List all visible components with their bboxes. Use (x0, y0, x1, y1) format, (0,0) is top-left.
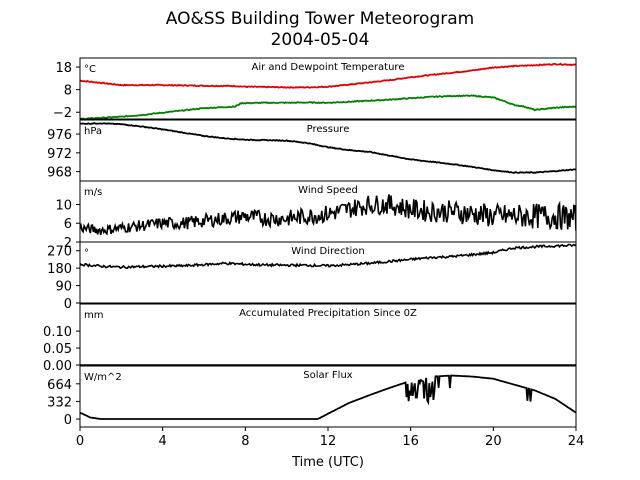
chart-title: AO&SS Building Tower Meteorogram (166, 9, 474, 29)
panel-frame (79, 57, 577, 120)
y-tick-label: 0.10 (43, 325, 72, 340)
panel-title: Accumulated Precipitation Since 0Z (239, 308, 417, 319)
panel-title: Solar Flux (303, 370, 353, 381)
y-tick-label: 8 (64, 84, 72, 99)
panel-title: Air and Dewpoint Temperature (252, 62, 405, 73)
y-tick-label: 0 (64, 297, 72, 312)
x-tick-label: 20 (485, 434, 502, 449)
x-tick-label: 12 (320, 434, 337, 449)
y-tick-label: 972 (47, 147, 72, 162)
series-line-5-0 (80, 374, 576, 420)
panel-unit-label: mm (84, 310, 103, 321)
y-tick-label: 0 (64, 413, 72, 428)
series-line-3-0 (80, 243, 576, 270)
y-tick-label: 0.00 (43, 359, 72, 374)
panel-0: 18 8 −2 °C Air and Dewpoint Temperature (53, 57, 577, 121)
x-axis-label: Time (UTC) (291, 455, 364, 470)
x-axis: 0 4 8 12 16 20 24 (76, 427, 584, 449)
series-line-0-1 (80, 94, 576, 119)
panel-3: 270 180 90 0 ° Wind Direction (47, 241, 577, 312)
y-tick-label: 6 (64, 217, 72, 232)
panel-title: Pressure (307, 124, 350, 135)
x-tick-label: 16 (402, 434, 419, 449)
panel-title: Wind Speed (298, 185, 358, 196)
y-tick-label: 10 (55, 198, 72, 213)
panel-unit-label: W/m^2 (84, 372, 122, 383)
y-tick-label: 2 (64, 236, 72, 251)
x-tick-label: 8 (241, 434, 249, 449)
x-tick-label: 0 (76, 434, 84, 449)
y-tick-label: 332 (47, 395, 72, 410)
panel-unit-label: ° (84, 248, 89, 259)
y-tick-label: 270 (47, 245, 72, 260)
y-tick-label: 976 (47, 128, 72, 143)
panel-unit-label: hPa (84, 126, 102, 137)
panel-1: 976 972 968 hPa Pressure (47, 119, 577, 182)
chart-subtitle: 2004-05-04 (271, 30, 370, 50)
y-tick-label: 664 (47, 378, 72, 393)
series-line-0-0 (80, 62, 576, 89)
y-tick-label: 0.05 (43, 342, 72, 357)
panels: 188−2°C Air and Dewpoint Temperature97697… (43, 57, 577, 428)
series-line-1-0 (80, 122, 576, 174)
panel-4: 0.10 0.05 0.00 mm Accumulated Precipitation … (43, 303, 577, 374)
y-tick-label: 180 (47, 262, 72, 277)
y-tick-label: 968 (47, 166, 72, 181)
y-tick-label: 18 (55, 61, 72, 76)
panel-title: Wind Direction (291, 246, 365, 257)
panel-frame (79, 241, 577, 304)
panel-frame (79, 303, 577, 366)
panel-unit-label: m/s (84, 187, 102, 198)
y-tick-label: −2 (53, 106, 72, 121)
panel-5: 664 332 0 W/m^2 Solar Flux (47, 365, 577, 428)
panel-2: 10 6 2 m/s Wind Speed (55, 180, 577, 251)
x-tick-label: 4 (159, 434, 167, 449)
x-tick-label: 24 (568, 434, 585, 449)
series-line-2-0 (80, 194, 576, 236)
panel-unit-label: °C (84, 64, 96, 75)
y-tick-label: 90 (55, 280, 72, 295)
